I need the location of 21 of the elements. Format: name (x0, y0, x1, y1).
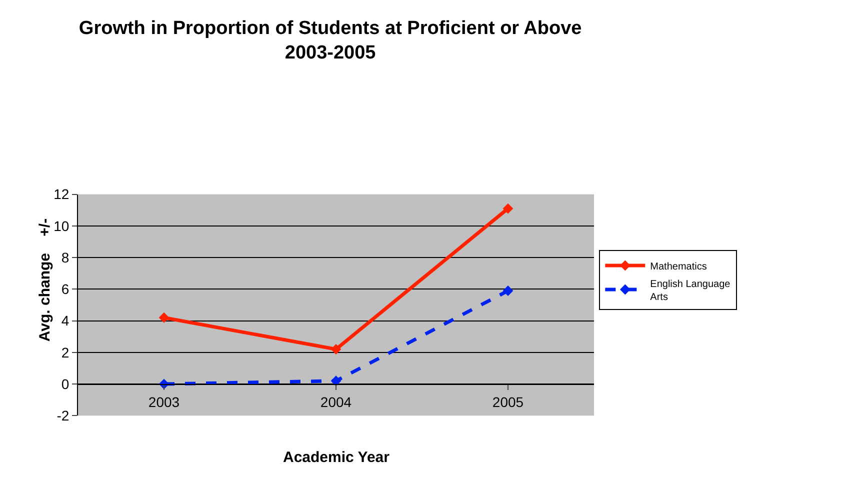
y-tick-label: 10 (54, 218, 70, 234)
chart-title: Growth in Proportion of Students at Proficient or Above 2003-2005 (78, 18, 582, 64)
x-axis-title: Academic Year (283, 449, 390, 466)
point (330, 344, 342, 354)
x-tick-label: 2003 (148, 394, 180, 410)
y-tick-label: -2 (56, 408, 70, 424)
point (502, 286, 514, 296)
point (158, 312, 170, 323)
point (502, 203, 514, 214)
y-tick-label: 4 (61, 312, 70, 329)
y-tick-label: 0 (61, 376, 70, 392)
x-tick-label: 2004 (320, 394, 352, 410)
y-axis-title: Avg. change +/- (36, 218, 54, 342)
legend-label: Mathematics (650, 261, 707, 272)
legend-label: English Language Arts (650, 278, 731, 303)
y-tick-label: 6 (61, 281, 70, 298)
y-tick-label: 8 (61, 249, 70, 266)
point (330, 376, 342, 386)
x-tick-label: 2005 (492, 394, 524, 410)
y-tick-label: 12 (54, 186, 70, 202)
y-tick-label: 2 (61, 344, 70, 360)
